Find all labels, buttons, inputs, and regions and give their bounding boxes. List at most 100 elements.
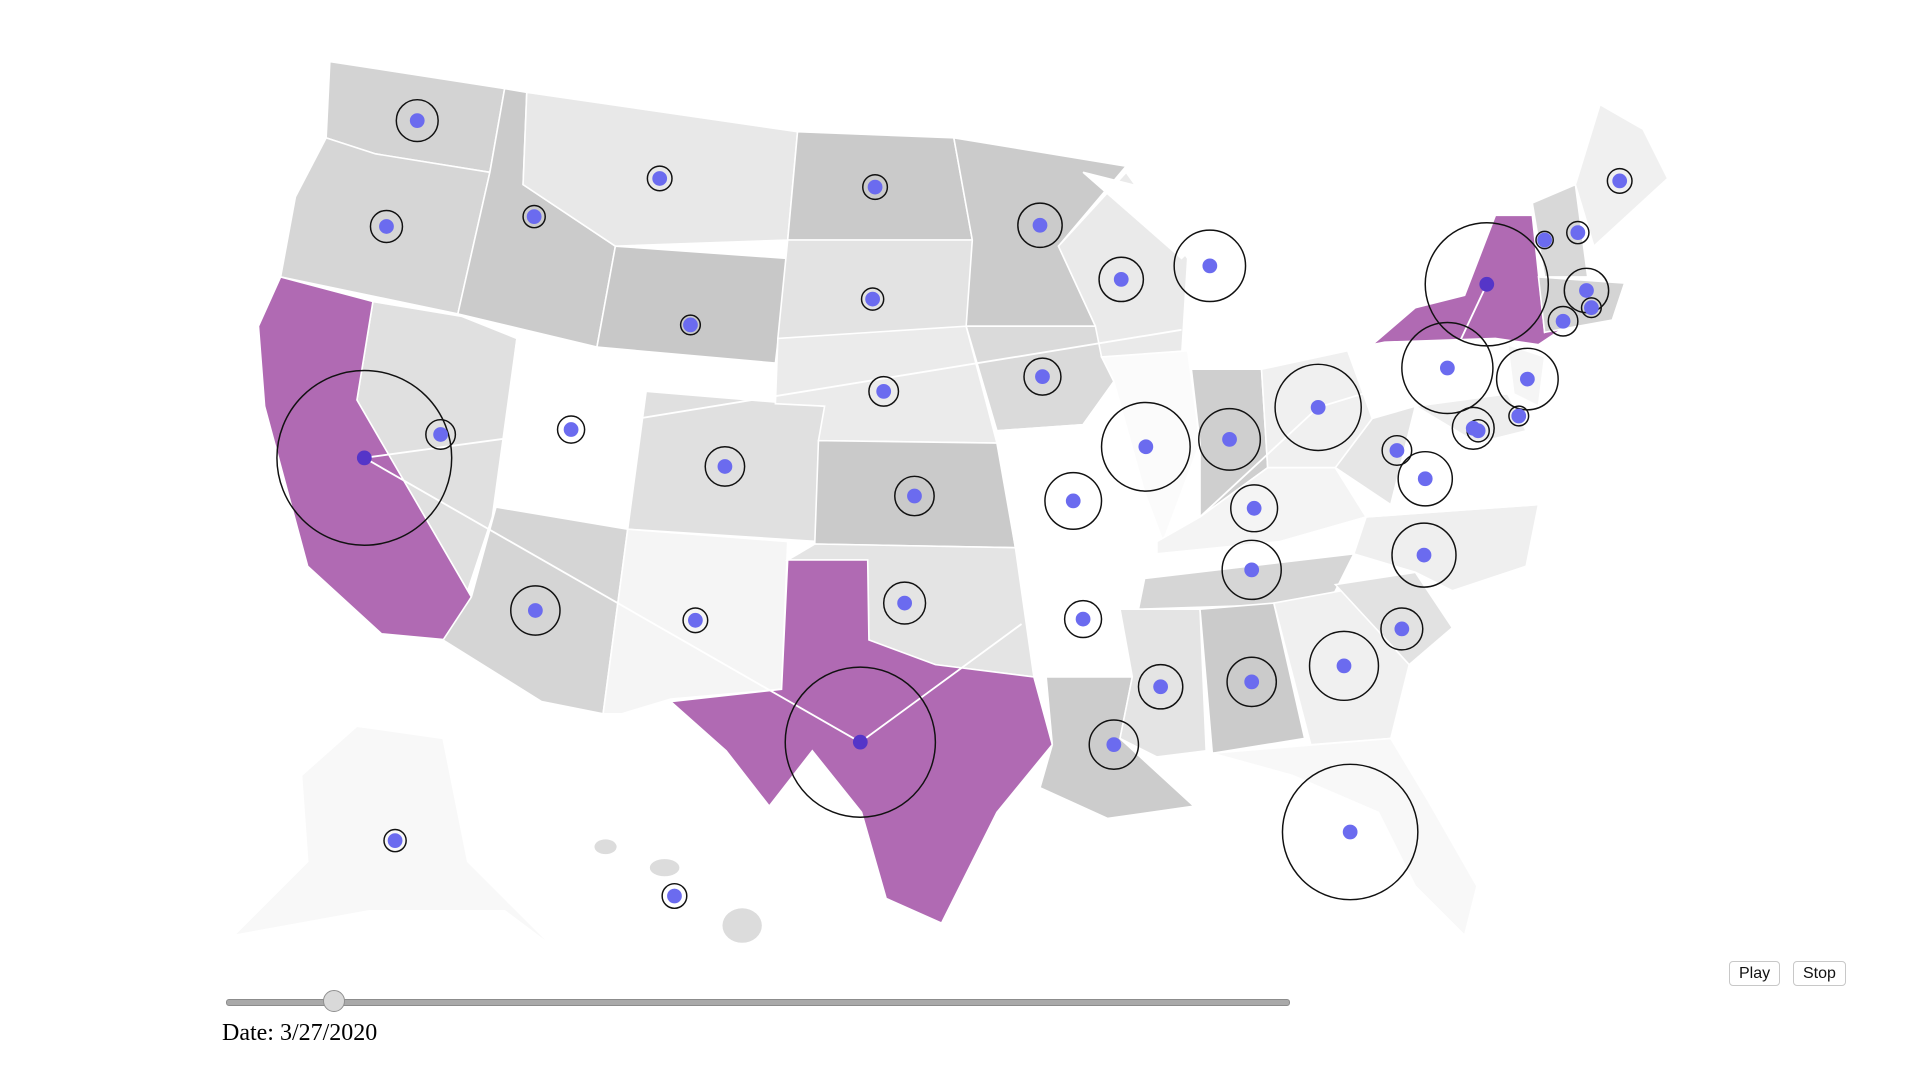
case-ring	[1535, 230, 1554, 250]
case-ring	[1451, 406, 1495, 450]
case-ring	[868, 375, 900, 407]
case-dot	[1555, 313, 1571, 329]
case-dot	[563, 422, 579, 437]
case-dot	[907, 488, 922, 504]
case-dot	[1511, 408, 1527, 424]
case-ring	[860, 287, 885, 311]
case-ring	[1281, 763, 1419, 901]
case-dot	[867, 179, 883, 195]
case-dot	[1202, 258, 1218, 274]
case-ring	[1401, 321, 1494, 415]
case-ring	[1226, 656, 1278, 708]
case-ring	[894, 475, 935, 517]
case-ring	[383, 828, 407, 853]
case-ring	[1088, 719, 1140, 770]
case-ring	[1221, 539, 1282, 601]
case-ring	[1137, 663, 1184, 710]
state	[995, 379, 1158, 567]
state	[1333, 571, 1454, 666]
case-ring	[1381, 434, 1413, 466]
connection-line	[363, 457, 861, 743]
case-dot	[1584, 300, 1599, 316]
case-dot	[688, 612, 703, 628]
case-dot	[1065, 493, 1081, 509]
case-dot	[1336, 658, 1352, 674]
case-ring	[1606, 167, 1633, 194]
case-ring	[1100, 401, 1191, 492]
case-dot	[1153, 679, 1168, 695]
case-ring	[784, 666, 937, 818]
case-dot	[1342, 824, 1358, 840]
case-dot	[1416, 547, 1432, 563]
play-button[interactable]: Play	[1729, 961, 1781, 986]
case-dot	[1106, 737, 1122, 752]
case-dot	[1222, 432, 1237, 447]
case-dot	[652, 171, 668, 186]
case-ring	[704, 446, 746, 487]
case-dot	[683, 317, 698, 333]
case-dot	[1113, 272, 1129, 287]
case-ring	[646, 165, 673, 192]
case-dot	[1032, 217, 1048, 233]
date-slider[interactable]	[226, 999, 1290, 1006]
case-dot	[1612, 173, 1628, 189]
case-dot	[387, 833, 403, 848]
case-dot	[1394, 621, 1410, 637]
state	[1413, 392, 1528, 444]
case-dot	[1389, 443, 1405, 458]
case-ring	[679, 314, 702, 336]
case-ring	[1580, 297, 1602, 319]
case-ring	[395, 98, 439, 143]
case-ring	[1547, 305, 1579, 337]
stop-button[interactable]: Stop	[1793, 961, 1846, 986]
case-dot	[528, 603, 543, 618]
state	[1156, 466, 1368, 555]
case-ring	[1098, 256, 1145, 303]
case-ring	[661, 882, 688, 910]
case-ring	[556, 415, 586, 444]
connection-line	[570, 328, 1182, 431]
case-ring	[1063, 599, 1103, 639]
case-dot	[526, 209, 542, 224]
state	[594, 839, 617, 855]
state	[649, 859, 680, 877]
case-ring	[1397, 450, 1454, 507]
case-dot	[1537, 232, 1552, 248]
case-dot	[667, 888, 682, 904]
case-ring	[1566, 220, 1590, 245]
case-ring	[1274, 363, 1362, 452]
case-ring	[510, 585, 561, 636]
case-dot	[1244, 562, 1260, 578]
case-ring	[1044, 471, 1103, 530]
case-ring	[1391, 522, 1457, 588]
case-dot	[1138, 439, 1154, 455]
connection-line	[1199, 406, 1319, 518]
case-dot	[876, 384, 892, 399]
case-dot	[1417, 471, 1433, 487]
case-dot	[1520, 371, 1535, 387]
state	[522, 91, 799, 247]
case-dot	[1440, 360, 1455, 376]
case-ring	[1198, 407, 1262, 471]
case-dot	[1579, 283, 1594, 298]
case-dot	[1479, 276, 1495, 292]
connection-line	[364, 428, 572, 459]
case-ring	[369, 209, 404, 244]
state	[1082, 171, 1233, 260]
case-dot	[1310, 400, 1326, 415]
case-ring	[1495, 347, 1559, 411]
case-ring	[1308, 630, 1380, 702]
case-dot	[717, 459, 733, 474]
case-dot	[1246, 500, 1262, 516]
case-dot	[409, 113, 425, 128]
case-dot	[433, 427, 448, 442]
case-ring	[276, 369, 453, 546]
state	[722, 908, 762, 943]
case-ring	[425, 418, 457, 450]
date-label: Date: 3/27/2020	[222, 1020, 378, 1046]
case-ring	[1380, 607, 1424, 651]
case-dot	[897, 595, 912, 611]
slider-thumb[interactable]	[323, 990, 345, 1012]
